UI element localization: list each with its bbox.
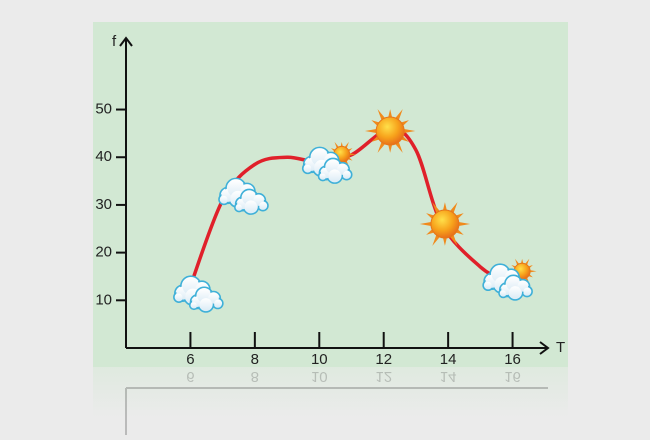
sun-ray	[529, 269, 537, 273]
cloud-fill	[508, 286, 522, 299]
weather-icon	[173, 275, 224, 313]
x-tick-label: 6	[186, 351, 194, 368]
x-tick-label-reflection: 6	[186, 368, 194, 385]
weather-icon	[218, 177, 269, 215]
y-tick-label: 50	[95, 101, 112, 118]
x-tick-label: 10	[311, 351, 328, 368]
sun-ray	[442, 202, 448, 212]
cloud-fill	[320, 173, 326, 180]
reflection-labels: 6 8 10 12 14 16	[125, 368, 548, 438]
cloud-fill	[523, 287, 531, 296]
cloud-fill	[191, 302, 197, 308]
sun-ray	[442, 236, 448, 246]
y-tick-label: 30	[95, 196, 112, 213]
cloud-fill	[175, 293, 183, 301]
cloud-fill	[214, 299, 222, 308]
weather-icon	[419, 202, 471, 246]
x-tick-label: 14	[440, 351, 457, 368]
sun-ray	[364, 128, 378, 134]
cloud-fill	[220, 195, 228, 203]
weather-icon	[364, 109, 416, 153]
x-tick-label-reflection: 10	[311, 368, 328, 385]
cloud-fill	[484, 281, 492, 289]
cloud-fill	[244, 200, 258, 213]
reflection	[93, 367, 568, 417]
cloud-fill	[500, 290, 506, 296]
cloud-fill	[328, 169, 341, 182]
x-tick-label: 12	[375, 351, 392, 368]
cloud-fill	[236, 204, 242, 211]
y-tick-label: 10	[95, 291, 112, 308]
x-tick-label: 16	[504, 351, 521, 368]
cloud-fill	[199, 298, 213, 311]
x-tick-label-reflection: 12	[375, 368, 392, 385]
sun-ray	[457, 221, 471, 227]
x-tick-label-reflection: 8	[251, 368, 259, 385]
y-axis-label: f	[112, 33, 117, 50]
x-tick-label-reflection: 14	[440, 368, 457, 385]
weather-icon	[301, 141, 357, 184]
x-arrow	[539, 341, 550, 355]
sun-ray	[387, 109, 393, 119]
cloud-fill	[343, 171, 351, 179]
sun-ray	[402, 128, 416, 134]
cloud-fill	[304, 164, 312, 172]
plot-panel	[93, 22, 568, 367]
sun-ray	[387, 143, 393, 153]
weather-icon	[482, 258, 537, 301]
sun-disc	[430, 209, 460, 239]
sun-ray	[419, 221, 433, 227]
y-arrow	[119, 36, 133, 47]
sun-ray	[348, 153, 357, 156]
x-tick-label-reflection: 16	[504, 368, 521, 385]
sun-disc	[375, 116, 405, 146]
x-tick-label: 8	[251, 351, 259, 368]
cloud-fill	[259, 202, 267, 210]
y-tick-label: 40	[95, 148, 112, 165]
x-axis-label: T	[556, 339, 565, 356]
y-tick-label: 20	[95, 244, 112, 261]
